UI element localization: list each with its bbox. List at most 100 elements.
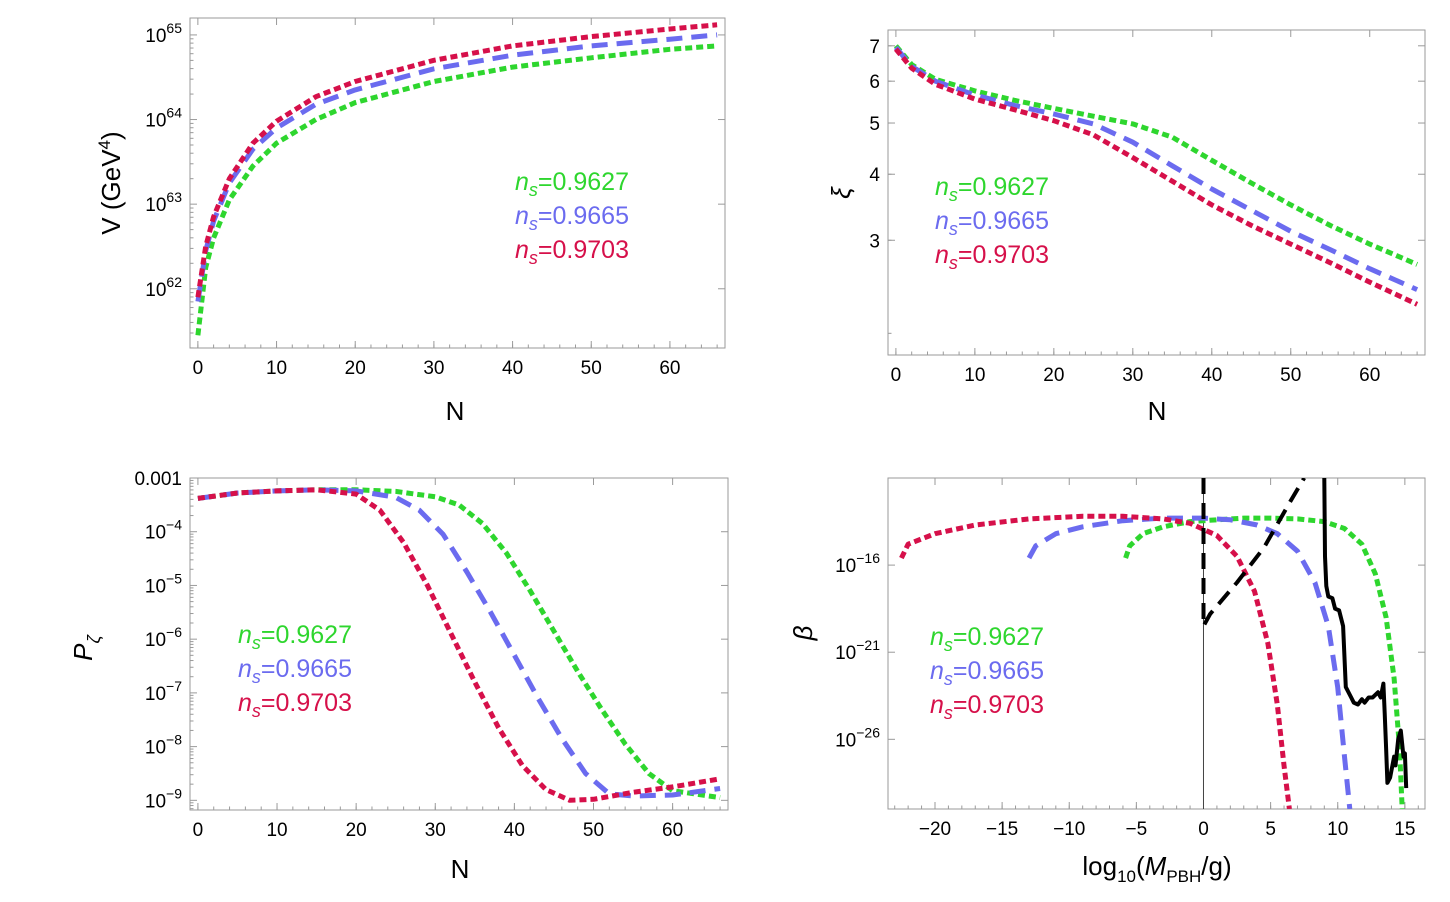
- x-tick-label: 20: [346, 820, 367, 841]
- y-axis-label-main: P: [68, 643, 98, 661]
- x-tick-label: 10: [1327, 819, 1348, 840]
- y-axis-label: Pζ: [68, 634, 104, 661]
- y-axis-label: V (GeV4): [95, 131, 126, 234]
- x-tick-label: 0: [193, 820, 204, 841]
- y-axis-label: β: [788, 625, 818, 641]
- x-axis-label-post: /g): [1201, 851, 1231, 881]
- series-line-n-s-0-9703: [893, 47, 1419, 307]
- legend-entry: ns=0.9703: [935, 241, 1049, 273]
- plot-frame: [887, 477, 1426, 810]
- legend-entry: ns=0.9703: [238, 689, 352, 721]
- x-tick-label: 15: [1394, 819, 1415, 840]
- x-tick-label: 40: [504, 820, 525, 841]
- series-layer: [197, 487, 721, 803]
- y-tick-label: 6: [869, 72, 880, 93]
- y-axis-label-tail: ): [96, 131, 126, 140]
- tick-layer: 0 10 20 30 40 50 60 1062 1063 1064 1065: [145, 18, 725, 379]
- y-axis-label-sup: 4: [95, 140, 114, 149]
- x-tick-label: 30: [423, 358, 444, 379]
- tick-layer: 0 10 20 30 40 50 60 0.001 10−4 10−5 10−6 10−7 10−8 10…: [134, 469, 728, 841]
- y-tick-label: 3: [869, 231, 880, 252]
- x-tick-label: 40: [502, 358, 523, 379]
- x-tick-label: 0: [193, 358, 204, 379]
- x-tick-label: 20: [1043, 365, 1064, 386]
- x-tick-label: 5: [1265, 819, 1276, 840]
- panel-beta: −20 −15 −10 −5 0 5 10 15 10−16 10−21 10−26 ns=0.96…: [788, 477, 1426, 886]
- x-tick-label: 10: [964, 365, 985, 386]
- tick-layer: −20 −15 −10 −5 0 5 10 15 10−16 10−21 10−26: [835, 478, 1425, 840]
- x-axis-label: N: [451, 854, 470, 884]
- y-tick-label: 1062: [145, 274, 182, 301]
- y-tick-label: 10−4: [145, 517, 182, 544]
- x-axis-label-sub: 10: [1117, 867, 1136, 886]
- x-tick-label: 30: [425, 820, 446, 841]
- x-tick-label: 10: [266, 358, 287, 379]
- x-tick-label: 0: [1198, 819, 1209, 840]
- series-line-n-s-0-9703: [899, 513, 1292, 809]
- y-tick-label: 10−21: [835, 637, 880, 664]
- x-tick-label: 60: [1359, 365, 1380, 386]
- y-tick-label: 10−5: [145, 570, 182, 597]
- y-tick-label: 5: [869, 114, 880, 135]
- series-line-n-s-0-9627: [195, 43, 718, 336]
- x-tick-label: 50: [583, 820, 604, 841]
- y-axis-label-sub: ζ: [84, 634, 104, 644]
- y-axis-label: ξ: [826, 186, 856, 199]
- x-axis-label-pre: log: [1082, 851, 1117, 881]
- legend-entry: ns=0.9627: [935, 173, 1049, 205]
- series-layer: [899, 478, 1409, 809]
- legend-entry: ns=0.9627: [930, 623, 1044, 655]
- y-tick-label: 10−9: [145, 785, 182, 812]
- series-line-constraint-dashed: [1201, 478, 1306, 629]
- series-line-n-s-0-9665: [893, 45, 1419, 292]
- x-tick-label: −20: [919, 819, 951, 840]
- legend-entry: ns=0.9665: [930, 657, 1044, 689]
- series-layer: [893, 44, 1419, 307]
- legend-entry: ns=0.9627: [515, 168, 629, 200]
- panel-power-spectrum: 0 10 20 30 40 50 60 0.001 10−4 10−5 10−6 10−7 10−8 10…: [68, 469, 729, 884]
- x-axis-label: N: [446, 396, 465, 426]
- y-tick-label: 10−16: [835, 550, 880, 577]
- y-tick-label: 10−6: [145, 624, 182, 651]
- y-tick-label: 10−26: [835, 724, 880, 751]
- legend-entry: ns=0.9703: [930, 691, 1044, 723]
- x-tick-label: −10: [1053, 819, 1085, 840]
- x-axis-label-itsub: PBH: [1166, 867, 1201, 886]
- x-axis-label-it: M: [1145, 851, 1167, 881]
- tick-layer: 0 10 20 30 40 50 60 3 4 5 6 7: [869, 30, 1425, 386]
- x-axis-label: N: [1148, 396, 1167, 426]
- x-tick-label: 60: [662, 820, 683, 841]
- legend-entry: ns=0.9627: [238, 621, 352, 653]
- y-tick-label: 4: [869, 165, 880, 186]
- legend-entry: ns=0.9665: [935, 207, 1049, 239]
- x-tick-label: −5: [1126, 819, 1148, 840]
- x-tick-label: 30: [1122, 365, 1143, 386]
- x-axis-label-open: (: [1136, 851, 1145, 881]
- series-layer: [195, 22, 718, 336]
- series-line-constraint-solid: [1322, 478, 1409, 789]
- x-tick-label: 20: [345, 358, 366, 379]
- legend-entry: ns=0.9665: [238, 655, 352, 687]
- y-axis-label-main: V (GeV: [96, 149, 126, 235]
- legend-entry: ns=0.9665: [515, 202, 629, 234]
- series-line-n-s-0-9703: [195, 22, 718, 298]
- x-tick-label: 60: [659, 358, 680, 379]
- y-tick-label: 1065: [145, 20, 182, 47]
- x-axis-label: log10(MPBH/g): [1082, 851, 1231, 886]
- x-tick-label: 40: [1201, 365, 1222, 386]
- y-tick-label: 7: [869, 37, 880, 58]
- plot-frame: [887, 29, 1426, 356]
- x-tick-label: 50: [581, 358, 602, 379]
- y-tick-label: 0.001: [134, 469, 182, 490]
- x-tick-label: 50: [1280, 365, 1301, 386]
- plot-frame: [189, 17, 726, 349]
- legend-entry: ns=0.9703: [515, 236, 629, 268]
- series-line-n-s-0-9627: [1123, 515, 1405, 809]
- y-tick-label: 1063: [145, 189, 182, 216]
- x-tick-label: 0: [891, 365, 902, 386]
